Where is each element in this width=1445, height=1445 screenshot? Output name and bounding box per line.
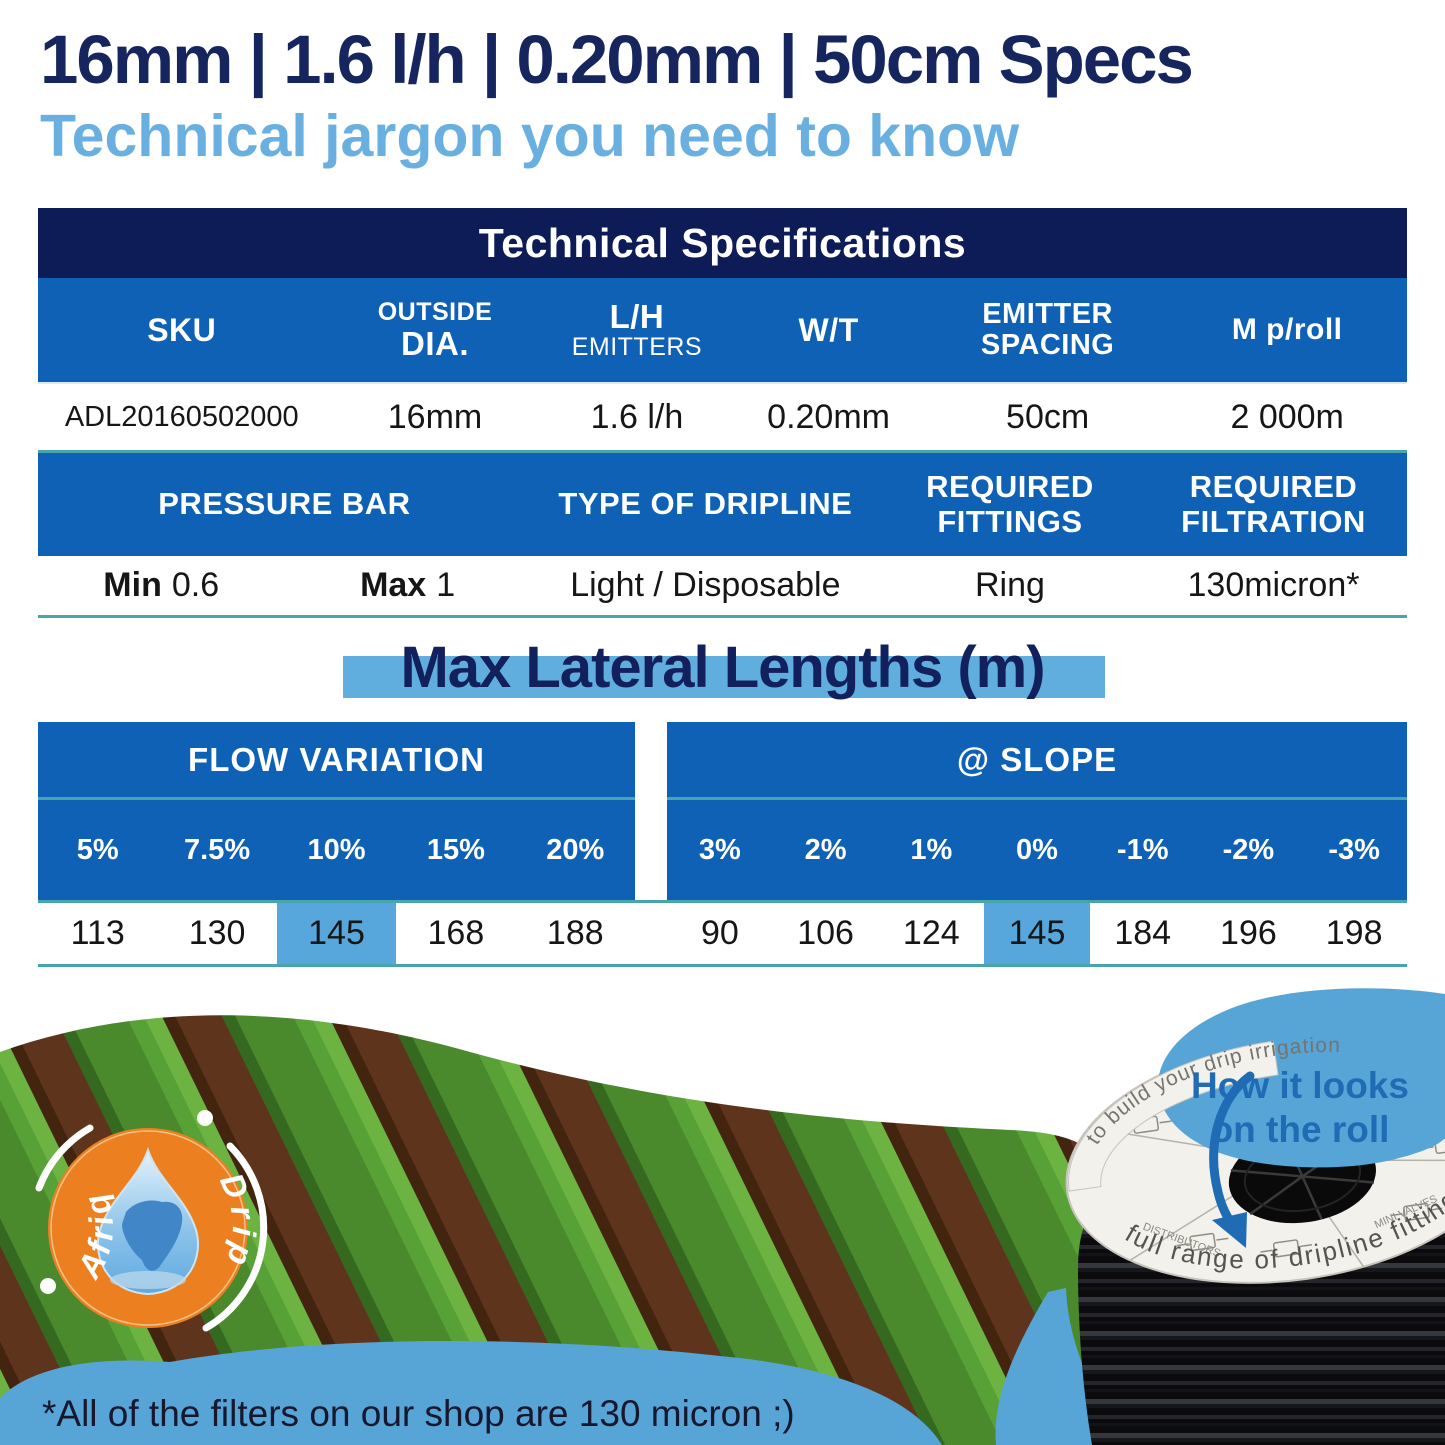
bottom-collage: Afriq Drip bbox=[0, 988, 1445, 1445]
table-divider-gap bbox=[635, 722, 667, 900]
col-header-dripline-type: TYPE OF DRIPLINE bbox=[558, 486, 853, 522]
wt-value: 0.20mm bbox=[767, 397, 890, 436]
lateral-lengths-title: Max Lateral Lengths (m) bbox=[400, 635, 1045, 700]
slope-section: @ SLOPE 3% 2% 1% 0% -1% -2% -3% bbox=[667, 722, 1407, 900]
col-header-m-per-roll: M p/roll bbox=[1231, 312, 1343, 346]
lateral-values-row: 113 130 145 168 188 90 106 124 145 184 1… bbox=[38, 900, 1407, 967]
flow-variation-percents: 5% 7.5% 10% 15% 20% bbox=[38, 800, 635, 900]
flow-value: 168 bbox=[427, 914, 485, 952]
lateral-lengths-banner: Max Lateral Lengths (m) bbox=[0, 620, 1445, 716]
slope-value: 184 bbox=[1114, 914, 1172, 952]
spec-table-value-row-2: Min 0.6 Max 1 Light / Disposable Ring 13… bbox=[38, 556, 1407, 618]
footnote-text: *All of the filters on our shop are 130 … bbox=[42, 1393, 795, 1434]
caption-blob bbox=[1157, 988, 1445, 1168]
roll-length-value: 2 000m bbox=[1230, 397, 1344, 436]
col-header-lh-emitters: L/H EMITTERS bbox=[571, 297, 703, 362]
slope-percents: 3% 2% 1% 0% -1% -2% -3% bbox=[667, 800, 1407, 900]
roll-caption-line1: How it looks bbox=[1191, 1065, 1409, 1106]
sku-value: ADL20160502000 bbox=[64, 400, 299, 433]
flow-variation-header: FLOW VARIATION bbox=[38, 722, 635, 800]
roll-caption-line2: on the roll bbox=[1211, 1109, 1390, 1150]
flow-value: 188 bbox=[546, 914, 604, 952]
spacing-value: 50cm bbox=[1006, 397, 1090, 436]
slope-value-highlighted: 145 bbox=[984, 903, 1090, 964]
lh-value: 1.6 l/h bbox=[590, 397, 684, 436]
dripline-type-value: Light / Disposable bbox=[570, 566, 841, 604]
spec-table-header-row: SKU OUTSIDE DIA. L/H EMITTERS W/T EMITTE… bbox=[38, 278, 1407, 384]
technical-spec-table: Technical Specifications SKU OUTSIDE DIA… bbox=[38, 208, 1407, 618]
slope-value: 90 bbox=[700, 914, 739, 952]
fittings-value: Ring bbox=[974, 566, 1045, 604]
col-header-emitter-spacing: EMITTER SPACING bbox=[980, 297, 1115, 361]
col-header-required-fittings: REQUIRED FITTINGS bbox=[926, 468, 1094, 539]
flow-value: 113 bbox=[70, 914, 125, 952]
field-photo bbox=[0, 1015, 1090, 1445]
spec-table-value-row: ADL20160502000 16mm 1.6 l/h 0.20mm 50cm … bbox=[38, 384, 1407, 450]
outside-dia-value: 16mm bbox=[387, 397, 483, 436]
table-divider-gap bbox=[635, 903, 667, 964]
brand-logo: Afriq Drip bbox=[35, 1110, 268, 1332]
col-header-sku: SKU bbox=[147, 311, 217, 348]
pressure-max-value: Max 1 bbox=[360, 566, 456, 604]
spec-table-header-row-2: PRESSURE BAR TYPE OF DRIPLINE REQUIRED F… bbox=[38, 450, 1407, 556]
curved-arrow-icon bbox=[1209, 1071, 1255, 1248]
slope-value: 196 bbox=[1220, 914, 1277, 952]
col-header-required-filtration: REQUIRED FILTRATION bbox=[1181, 468, 1366, 539]
slope-header: @ SLOPE bbox=[667, 722, 1407, 800]
col-header-wt: W/T bbox=[798, 311, 859, 348]
col-header-pressure-bar: PRESSURE BAR bbox=[158, 486, 411, 522]
flow-value-highlighted: 145 bbox=[276, 903, 397, 964]
spec-table-title: Technical Specifications bbox=[38, 208, 1407, 278]
banner-highlight-bar bbox=[343, 656, 1105, 698]
flow-value: 130 bbox=[188, 914, 246, 952]
col-header-outside-dia: OUTSIDE DIA. bbox=[377, 297, 493, 362]
page-subtitle: Technical jargon you need to know bbox=[40, 103, 1020, 169]
page-title: 16mm | 1.6 l/h | 0.20mm | 50cm Specs bbox=[40, 21, 1194, 98]
footnote-blob bbox=[0, 1341, 942, 1445]
flow-variation-section: FLOW VARIATION 5% 7.5% 10% 15% 20% bbox=[38, 722, 635, 900]
slope-value: 124 bbox=[902, 914, 960, 952]
slope-value: 198 bbox=[1325, 914, 1383, 952]
lateral-length-table: FLOW VARIATION 5% 7.5% 10% 15% 20% @ SLO… bbox=[38, 722, 1407, 967]
water-drop-icon bbox=[97, 1146, 199, 1296]
slope-value: 106 bbox=[797, 914, 854, 952]
filtration-value: 130micron* bbox=[1187, 566, 1360, 604]
africa-map-icon bbox=[122, 1200, 183, 1271]
pressure-min-value: Min 0.6 bbox=[103, 566, 220, 604]
